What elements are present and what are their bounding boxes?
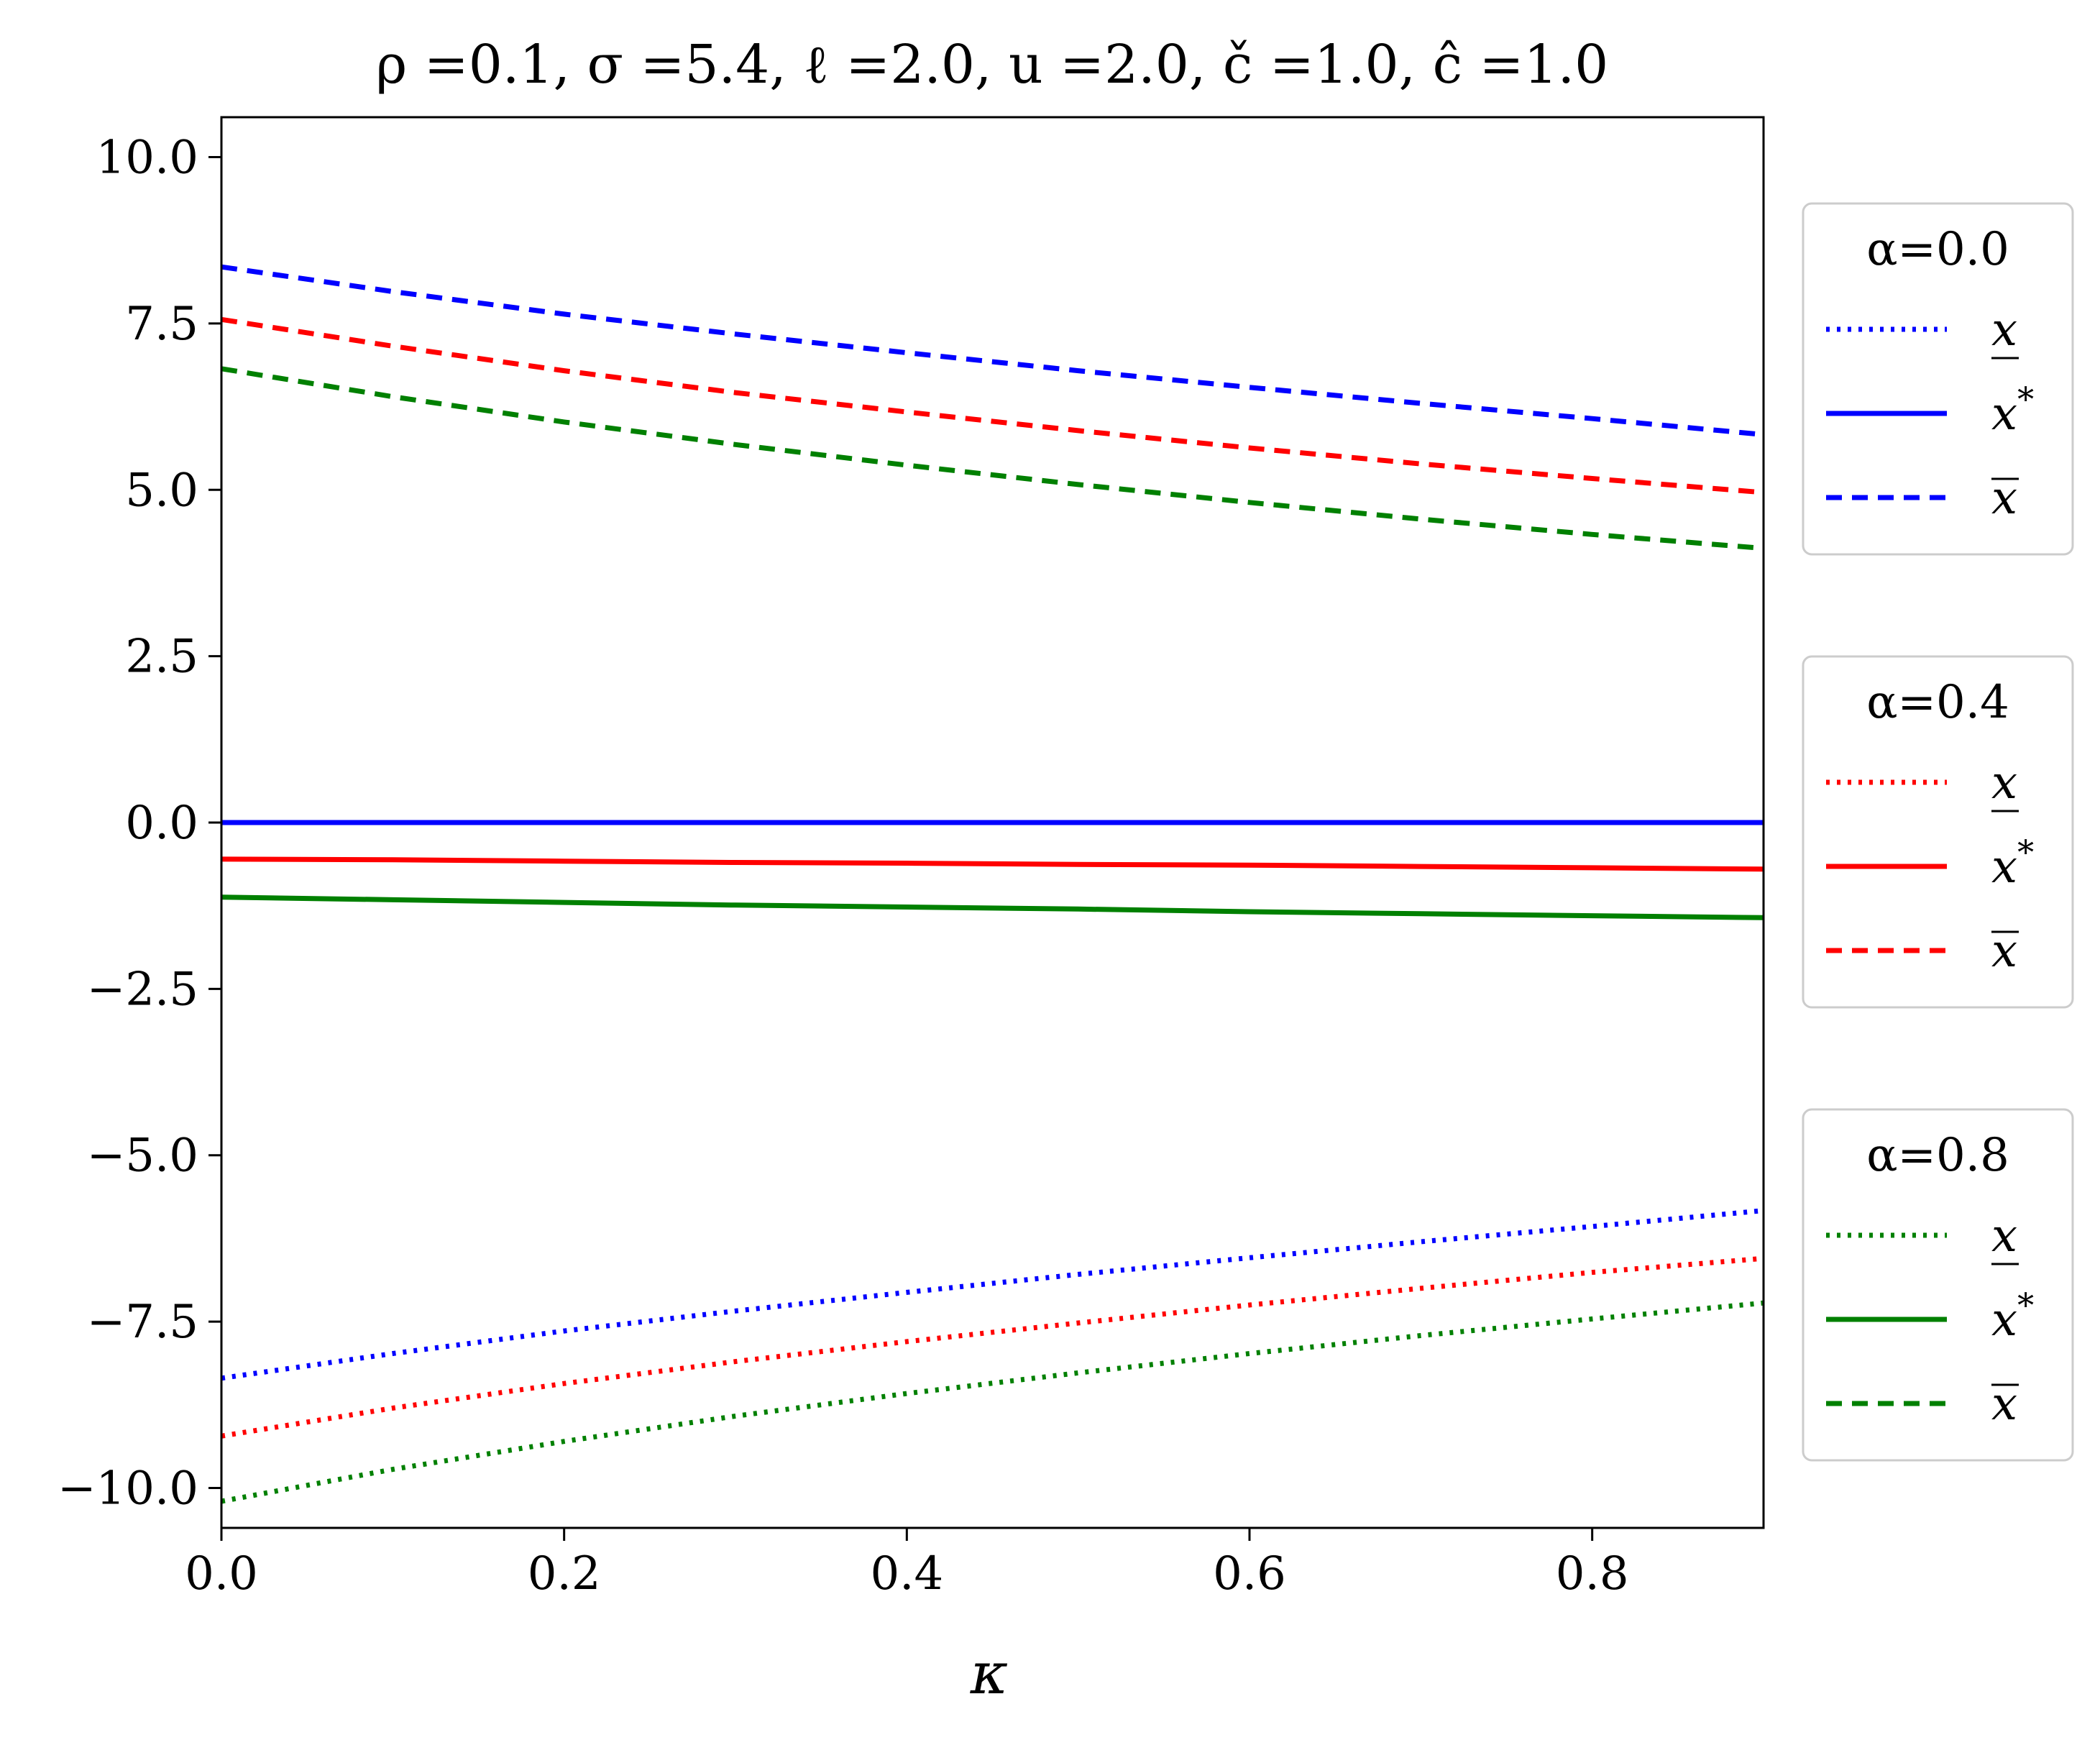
y-tick-label: 0.0: [125, 797, 198, 850]
y-tick-label: 2.5: [125, 631, 198, 684]
axes: 0.0 0.2 0.4 0.6 0.8 10.0 7.5 5.0 2.5 0.0 −2.5 −5.0 −…: [58, 116, 1765, 1601]
x-tick-label: 0.4: [870, 1547, 943, 1601]
legend-title: α=0.0: [1866, 223, 2009, 276]
y-tick-label: −5.0: [87, 1130, 198, 1183]
legend-alpha-1: α=0.4xx*x: [1802, 655, 2074, 1009]
legend-box: [1802, 202, 2074, 556]
y-tick-label: −7.5: [87, 1296, 198, 1349]
x-axis-label: κ: [970, 1640, 1008, 1707]
legend-label: x: [1991, 1378, 2017, 1431]
legend-label: x: [1991, 1209, 2017, 1263]
plot-lines: [221, 264, 1764, 1504]
y-tick-label: −2.5: [87, 963, 198, 1016]
x-tick-label: 0.6: [1213, 1547, 1286, 1601]
y-tick-label: 7.5: [125, 298, 198, 351]
legend-box: [1802, 655, 2074, 1009]
chart-title: ρ =0.1, σ =5.4, ℓ =2.0, u =2.0, č =1.0, …: [376, 34, 1609, 96]
x-tick-label: 0.8: [1556, 1547, 1629, 1601]
legend-label: x: [1991, 472, 2017, 525]
series-line-alpha-0-4-lower: [221, 1255, 1764, 1439]
y-tick-label: 10.0: [96, 132, 199, 185]
legend-label: x: [1991, 925, 2017, 978]
x-tick-label: 0.0: [185, 1547, 258, 1601]
series-line-alpha-0-upper: [221, 264, 1764, 437]
legend-box: [1802, 1108, 2074, 1462]
series-line-alpha-0-4-star: [221, 856, 1764, 872]
y-tick-label: 5.0: [125, 464, 198, 517]
legend-alpha-2: α=0.8xx*x: [1802, 1108, 2074, 1462]
legend-title: α=0.4: [1866, 676, 2009, 729]
legend-alpha-0: α=0.0xx*x: [1802, 202, 2074, 556]
series-line-alpha-0-8-lower: [221, 1300, 1764, 1504]
legends: α=0.0xx*xα=0.4xx*xα=0.8xx*x: [1802, 202, 2074, 1462]
y-tick-label: −10.0: [58, 1462, 198, 1515]
series-line-alpha-0-4-upper: [221, 316, 1764, 495]
series-line-alpha-0-lower: [221, 1208, 1764, 1381]
legend-label: x: [1991, 756, 2017, 810]
x-tick-label: 0.2: [528, 1547, 601, 1601]
legend-title: α=0.8: [1866, 1129, 2009, 1182]
legend-label: x: [1991, 303, 2017, 357]
series-line-alpha-0-8-upper: [221, 366, 1764, 551]
series-line-alpha-0-8-star: [221, 894, 1764, 920]
